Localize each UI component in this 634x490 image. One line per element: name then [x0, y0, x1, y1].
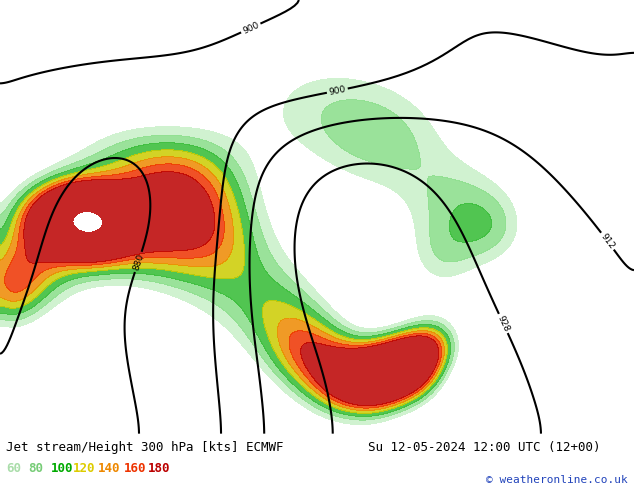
- Text: Jet stream/Height 300 hPa [kts] ECMWF: Jet stream/Height 300 hPa [kts] ECMWF: [6, 441, 284, 454]
- Text: 120: 120: [73, 462, 95, 475]
- Text: 160: 160: [124, 462, 146, 475]
- Text: 900: 900: [241, 20, 261, 36]
- Text: 140: 140: [98, 462, 120, 475]
- Text: Su 12-05-2024 12:00 UTC (12+00): Su 12-05-2024 12:00 UTC (12+00): [368, 441, 600, 454]
- Text: 180: 180: [148, 462, 170, 475]
- Text: 60: 60: [6, 462, 22, 475]
- Text: 928: 928: [496, 314, 511, 333]
- Text: © weatheronline.co.uk: © weatheronline.co.uk: [486, 475, 628, 485]
- Text: 100: 100: [51, 462, 73, 475]
- Text: 912: 912: [598, 232, 616, 251]
- Text: 80: 80: [29, 462, 44, 475]
- Text: 880: 880: [131, 252, 145, 271]
- Text: 900: 900: [328, 85, 347, 97]
